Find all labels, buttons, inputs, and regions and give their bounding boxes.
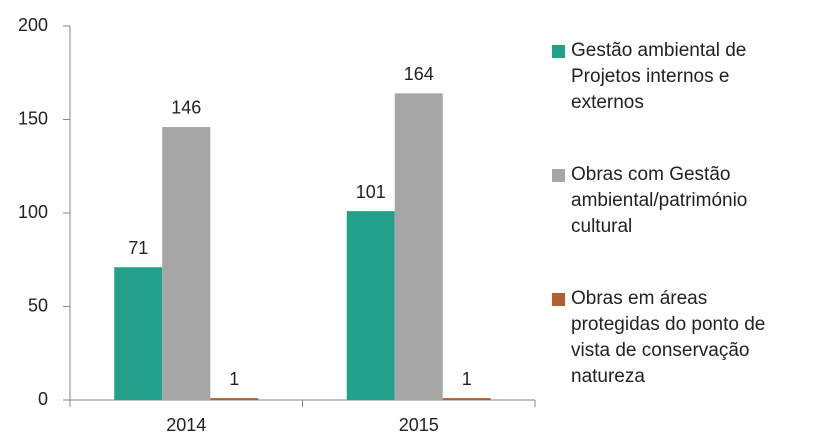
plot: 0 50 100 150 200 2014 71 146 1 2015 101 164 1 (18, 15, 536, 435)
y-tick-label: 50 (28, 295, 48, 315)
bar (162, 126, 211, 400)
y-tick-label: 150 (18, 108, 48, 128)
bar (114, 267, 163, 400)
value-label: 101 (356, 182, 386, 202)
x-tick-label: 2014 (166, 415, 206, 435)
legend-label: Obras em áreas protegidas do ponto de vi… (571, 288, 766, 387)
legend-swatch (552, 169, 565, 182)
bar (394, 93, 443, 400)
y-tick-label: 0 (38, 389, 48, 409)
bar (346, 211, 395, 400)
y-tick-label: 200 (18, 15, 48, 35)
legend-entry: Gestão ambiental de Projetos internos e … (552, 38, 792, 116)
x-tick-label: 2015 (399, 415, 439, 435)
bar (442, 398, 491, 400)
legend-label: Gestão ambiental de Projetos internos e … (571, 40, 747, 113)
value-label: 1 (229, 369, 239, 389)
value-label: 71 (128, 238, 148, 258)
legend-swatch (552, 293, 565, 306)
value-label: 1 (462, 369, 472, 389)
legend-swatch (552, 45, 565, 58)
legend-label: Obras com Gestão ambiental/património cu… (571, 164, 748, 237)
bar (210, 398, 259, 400)
y-tick-label: 100 (18, 202, 48, 222)
value-label: 146 (171, 98, 201, 118)
value-label: 164 (404, 64, 434, 84)
legend-entry: Obras com Gestão ambiental/património cu… (552, 162, 792, 240)
legend-entry: Obras em áreas protegidas do ponto de vi… (552, 286, 792, 390)
